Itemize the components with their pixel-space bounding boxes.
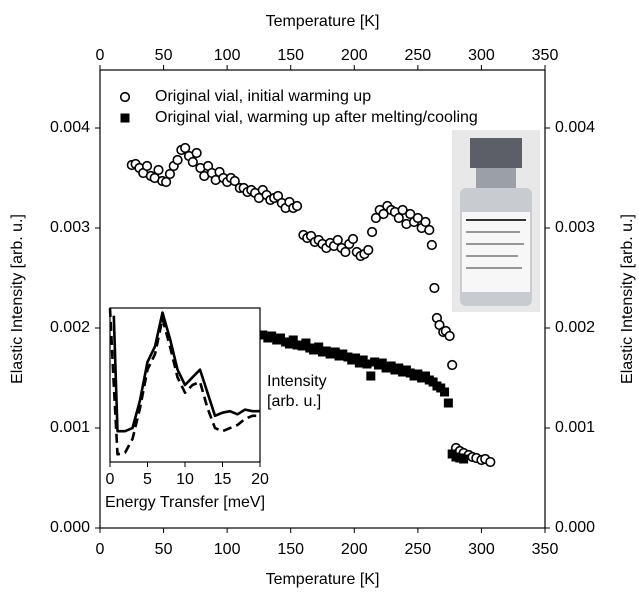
x-tick-label: 50 <box>155 541 173 558</box>
marker <box>153 164 164 176</box>
y-right-tick-label: 0.003 <box>555 219 595 236</box>
inset-line <box>112 311 260 433</box>
x-tick-label: 250 <box>405 541 432 558</box>
marker <box>363 244 374 256</box>
legend-label: Original vial, warming up after melting/… <box>155 109 478 126</box>
x-top-tick-label: 150 <box>277 47 304 64</box>
x-top-tick-label: 300 <box>468 47 495 64</box>
marker <box>412 212 423 224</box>
marker <box>187 156 198 168</box>
x-axis-label: Temperature [K] <box>266 571 380 588</box>
x-tick-label: 200 <box>341 541 368 558</box>
y-right-tick-label: 0.002 <box>555 319 595 336</box>
marker <box>370 212 382 224</box>
y-tick-label: 0.001 <box>50 419 90 436</box>
y-axis-label: Elastic Intensity [arb. u.] <box>9 214 26 384</box>
inset-x-tick-label: 5 <box>143 471 152 488</box>
marker <box>397 204 408 216</box>
y-right-tick-label: 0.001 <box>555 419 595 436</box>
inset-x-axis-label: Energy Transfer [meV] <box>105 494 265 511</box>
legend-label: Original vial, initial warming up <box>155 88 371 105</box>
marker <box>366 371 376 381</box>
y-right-tick-label: 0.000 <box>555 519 595 536</box>
marker <box>340 246 351 258</box>
x-top-tick-label: 350 <box>532 47 559 64</box>
marker <box>444 330 455 342</box>
marker <box>180 142 191 154</box>
y-tick-label: 0.002 <box>50 319 90 336</box>
inset-line <box>108 307 260 456</box>
x-top-tick-label: 100 <box>214 47 241 64</box>
inset-x-tick-label: 15 <box>214 471 232 488</box>
y-tick-label: 0.000 <box>50 519 90 536</box>
marker <box>429 282 440 294</box>
x-tick-label: 150 <box>277 541 304 558</box>
marker <box>332 234 343 246</box>
y-tick-label: 0.003 <box>50 219 90 236</box>
marker <box>485 456 496 468</box>
vial-label <box>462 212 530 292</box>
y-right-tick-label: 0.004 <box>555 119 595 136</box>
marker <box>426 239 437 251</box>
marker <box>447 359 458 371</box>
marker <box>362 359 372 369</box>
inset-y-axis-label: Intensity <box>267 373 327 390</box>
marker <box>405 208 416 220</box>
marker <box>440 387 450 397</box>
x-top-axis-label: Temperature [K] <box>266 13 380 30</box>
marker <box>366 226 378 238</box>
legend-marker <box>119 91 131 103</box>
y-tick-label: 0.004 <box>50 119 90 136</box>
x-tick-label: 350 <box>532 541 559 558</box>
marker <box>459 454 469 464</box>
x-top-tick-label: 0 <box>96 47 105 64</box>
inset-x-tick-label: 0 <box>106 471 115 488</box>
marker <box>191 147 202 159</box>
marker <box>229 175 240 187</box>
vial-photo <box>452 130 540 312</box>
inset-y-axis-label: [arb. u.] <box>267 393 321 410</box>
inset-x-tick-label: 20 <box>251 471 269 488</box>
marker <box>378 208 389 220</box>
x-top-tick-label: 250 <box>405 47 432 64</box>
plot-frame <box>99 69 546 529</box>
x-tick-label: 300 <box>468 541 495 558</box>
marker <box>424 224 435 236</box>
vial-cap <box>470 138 522 168</box>
marker <box>291 200 303 212</box>
marker <box>420 216 431 228</box>
inset-x-tick-label: 10 <box>176 471 194 488</box>
x-top-tick-label: 200 <box>341 47 368 64</box>
vial-neck <box>476 168 516 188</box>
marker <box>161 176 172 188</box>
legend-marker <box>120 113 130 123</box>
x-top-tick-label: 50 <box>155 47 173 64</box>
marker <box>164 168 176 180</box>
y-right-axis-label: Elastic Intensity [arb. u.] <box>619 214 636 384</box>
marker <box>443 398 453 408</box>
marker <box>347 233 359 245</box>
marker <box>141 160 153 172</box>
x-tick-label: 100 <box>214 541 241 558</box>
marker <box>393 212 404 224</box>
x-tick-label: 0 <box>96 541 105 558</box>
marker <box>172 154 183 166</box>
